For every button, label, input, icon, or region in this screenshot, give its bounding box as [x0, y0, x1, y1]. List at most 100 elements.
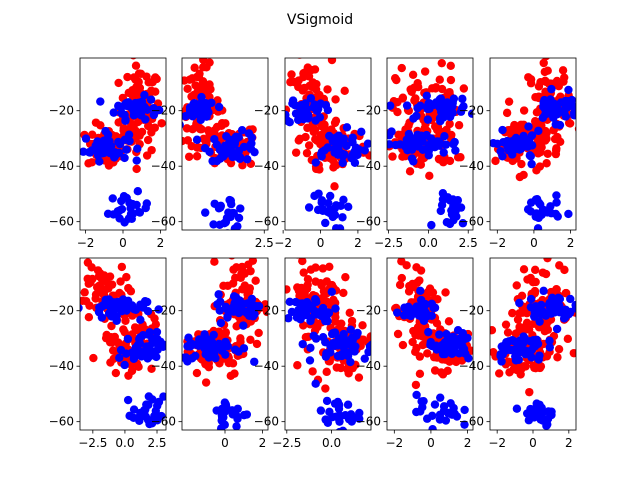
blue-point: [437, 108, 446, 117]
blue-point: [458, 219, 468, 228]
red-point: [219, 281, 228, 291]
red-point: [304, 141, 314, 150]
red-point: [299, 72, 308, 82]
red-point: [444, 317, 454, 326]
red-point: [204, 126, 213, 135]
blue-point: [222, 213, 232, 223]
red-point: [85, 301, 94, 310]
red-point: [229, 265, 238, 274]
red-point: [434, 154, 444, 164]
blue-point: [148, 347, 158, 356]
blue-point: [154, 397, 164, 407]
red-point: [513, 315, 523, 324]
blue-point: [360, 354, 369, 363]
red-point: [151, 87, 160, 96]
blue-point: [97, 313, 107, 322]
blue-point: [514, 355, 524, 364]
blue-point: [306, 343, 315, 353]
blue-point: [527, 159, 536, 169]
blue-point: [236, 204, 245, 213]
red-point: [388, 152, 397, 161]
blue-point: [415, 310, 425, 320]
red-point: [502, 108, 512, 118]
blue-point: [496, 350, 505, 359]
red-point: [563, 334, 573, 344]
red-point: [411, 380, 421, 390]
red-point: [89, 353, 98, 363]
red-point: [405, 167, 415, 176]
blue-point: [114, 137, 123, 147]
blue-point: [108, 303, 117, 313]
red-point: [530, 288, 540, 298]
blue-point: [449, 403, 458, 413]
blue-point: [420, 301, 430, 310]
red-point: [551, 149, 561, 159]
blue-point: [152, 327, 162, 337]
blue-point: [547, 84, 556, 94]
red-point: [341, 272, 350, 282]
blue-point: [452, 212, 461, 221]
blue-point: [323, 316, 332, 326]
red-point: [542, 319, 551, 329]
axes-frame: [489, 57, 577, 231]
blue-point: [430, 142, 439, 151]
blue-point: [440, 100, 450, 110]
blue-point: [122, 145, 131, 154]
blue-point: [402, 101, 412, 110]
blue-point: [534, 198, 544, 208]
blue-point: [120, 153, 129, 163]
red-point: [101, 249, 109, 257]
red-point: [316, 139, 325, 149]
red-point: [143, 135, 153, 145]
y-tick-label: −60: [254, 415, 279, 429]
blue-point: [124, 130, 134, 139]
blue-point: [110, 311, 120, 321]
blue-point: [111, 150, 120, 160]
red-point: [432, 319, 442, 328]
scatter-points: [182, 258, 268, 430]
x-tick-label: −2.5: [78, 436, 107, 450]
blue-point: [439, 148, 448, 157]
blue-point: [441, 140, 451, 149]
blue-point: [443, 342, 452, 352]
blue-point: [437, 200, 447, 210]
blue-point: [480, 142, 488, 150]
blue-point: [234, 132, 243, 142]
scatter-points: [285, 58, 371, 230]
blue-point: [333, 397, 342, 407]
blue-point: [524, 122, 533, 131]
red-point: [508, 308, 517, 318]
blue-point: [120, 218, 129, 227]
blue-point: [148, 395, 157, 404]
blue-point: [531, 304, 540, 313]
x-tick-label: −2.5: [374, 236, 403, 250]
red-point: [330, 182, 339, 191]
blue-point: [200, 330, 209, 339]
red-point: [523, 275, 532, 284]
red-point: [185, 75, 194, 84]
red-point: [372, 342, 380, 350]
blue-point: [321, 101, 331, 110]
blue-point: [317, 198, 326, 207]
x-tick-label: 2: [354, 236, 362, 250]
blue-point: [353, 328, 362, 338]
blue-point: [199, 341, 208, 350]
axes-frame: [386, 57, 474, 231]
red-point: [293, 283, 302, 292]
red-point: [81, 258, 84, 259]
blue-point: [154, 305, 163, 314]
red-point: [116, 277, 125, 286]
red-point: [423, 349, 432, 358]
blue-point: [552, 191, 561, 200]
x-tick-label: 0: [427, 436, 435, 450]
blue-point: [344, 202, 353, 212]
subplot: −20 −40 −60 −2.5 0.0 2.5: [49, 249, 167, 450]
blue-point: [285, 314, 293, 323]
red-point: [516, 370, 525, 379]
blue-point: [146, 95, 156, 104]
blue-point: [328, 329, 338, 338]
scatter-points: [80, 249, 166, 429]
red-point: [325, 262, 334, 271]
red-point: [412, 343, 421, 353]
red-point: [298, 258, 307, 266]
